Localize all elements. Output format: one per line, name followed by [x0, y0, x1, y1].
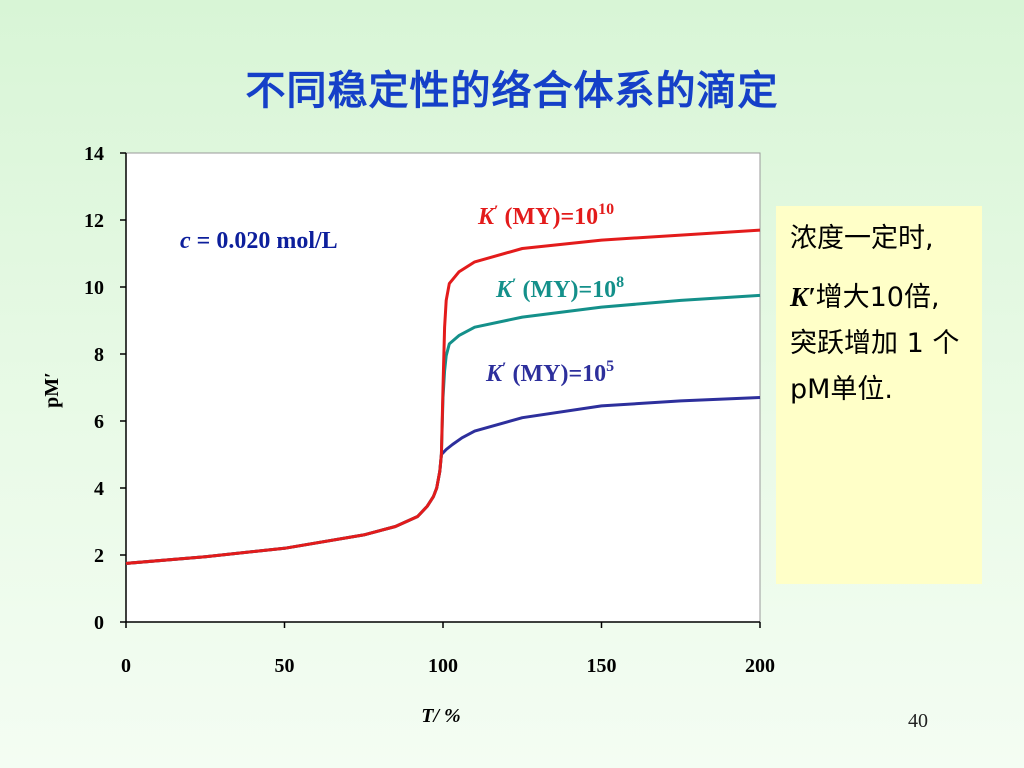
series-label-0: K′ (MY)=1010	[477, 201, 614, 230]
y-tick-label: 4	[94, 478, 104, 500]
x-tick-label: 200	[745, 655, 775, 677]
series-line-0	[125, 228, 761, 565]
note-line-2: K′增大10倍, 突跃增加 1 个pM单位.	[790, 274, 968, 413]
series-labels: K′ (MY)=1010 K′ (MY)=108 K′ (MY)=105	[477, 201, 624, 387]
x-tick-label: 100	[428, 655, 458, 677]
x-axis-title: T/ %	[421, 705, 460, 727]
series-label-2: K′ (MY)=105	[485, 358, 614, 387]
note-box: 浓度一定时, K′增大10倍, 突跃增加 1 个pM单位.	[776, 206, 982, 584]
concentration-note: c = 0.020 mol/L	[180, 228, 338, 254]
series-label-1: K′ (MY)=108	[495, 274, 624, 303]
x-tick-label: 150	[587, 655, 617, 677]
y-tick-label: 14	[84, 143, 104, 165]
y-tick-label: 12	[84, 210, 104, 232]
concentration-text: = 0.020 mol/L	[191, 228, 338, 254]
slide-title: 不同稳定性的络合体系的滴定	[245, 68, 779, 114]
y-axis-title: pM′	[41, 372, 63, 408]
page-number: 40	[908, 710, 928, 732]
k-symbol: K′	[790, 282, 816, 312]
axes: 0 2 4 6 8 10 12 14 0 50 100 150 200	[84, 143, 775, 677]
y-tick-label: 10	[84, 277, 104, 299]
note-line-1: 浓度一定时,	[790, 223, 934, 254]
concentration-symbol: c	[180, 228, 191, 254]
x-tick-label: 0	[121, 655, 131, 677]
y-tick-label: 8	[94, 344, 104, 366]
y-tick-label: 6	[94, 411, 104, 433]
x-tick-label: 50	[275, 655, 295, 677]
y-tick-label: 2	[94, 545, 104, 567]
note-line-2-text: 增大10倍, 突跃增加 1 个pM单位.	[790, 282, 960, 405]
series-layer	[125, 228, 761, 565]
y-tick-label: 0	[94, 612, 104, 634]
